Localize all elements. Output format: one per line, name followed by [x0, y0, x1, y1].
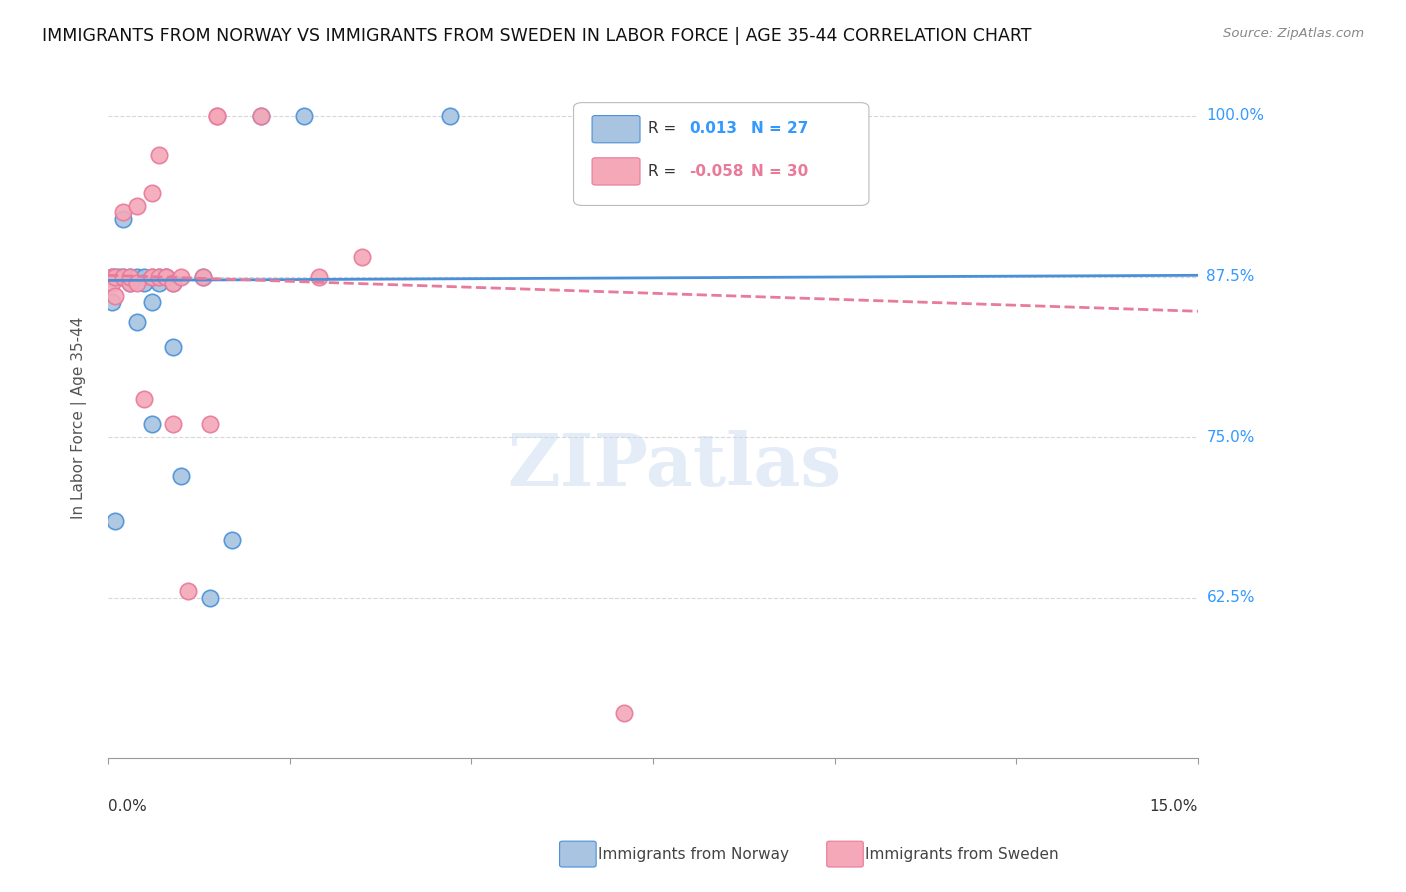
- Point: [100, 295, 122, 310]
- Point: [191, 269, 214, 284]
- Text: 75.0%: 75.0%: [1206, 430, 1254, 445]
- Point: [352, 250, 374, 264]
- Point: [155, 269, 177, 284]
- Point: [111, 269, 134, 284]
- Point: [111, 211, 134, 226]
- Point: [292, 109, 315, 123]
- Point: [108, 269, 131, 284]
- Point: [613, 706, 636, 721]
- Point: [111, 205, 134, 219]
- Text: R =: R =: [648, 121, 686, 136]
- Point: [249, 109, 271, 123]
- Point: [100, 276, 122, 290]
- FancyBboxPatch shape: [574, 103, 869, 205]
- Point: [198, 591, 221, 605]
- Point: [118, 269, 141, 284]
- Point: [127, 199, 149, 213]
- Text: Immigrants from Norway: Immigrants from Norway: [598, 847, 789, 862]
- Point: [249, 109, 271, 123]
- Text: 0.013: 0.013: [689, 121, 737, 136]
- Point: [141, 186, 163, 200]
- Text: -0.058: -0.058: [689, 164, 744, 179]
- Text: R =: R =: [648, 164, 686, 179]
- Point: [170, 468, 193, 483]
- Point: [148, 269, 170, 284]
- Point: [308, 269, 330, 284]
- Point: [118, 276, 141, 290]
- Point: [162, 340, 184, 354]
- Point: [118, 269, 141, 284]
- Point: [177, 584, 200, 599]
- Text: 100.0%: 100.0%: [1206, 109, 1264, 123]
- Text: Source: ZipAtlas.com: Source: ZipAtlas.com: [1223, 27, 1364, 40]
- Text: 15.0%: 15.0%: [1150, 799, 1198, 814]
- Point: [100, 269, 122, 284]
- Point: [141, 269, 163, 284]
- FancyBboxPatch shape: [592, 116, 640, 143]
- Point: [111, 269, 134, 284]
- Point: [134, 392, 156, 406]
- Point: [439, 109, 461, 123]
- Point: [155, 269, 177, 284]
- Point: [104, 289, 127, 303]
- Point: [127, 314, 149, 328]
- Text: N = 30: N = 30: [751, 164, 808, 179]
- Point: [221, 533, 243, 547]
- Point: [118, 276, 141, 290]
- Point: [127, 276, 149, 290]
- Point: [104, 514, 127, 528]
- Point: [104, 269, 127, 284]
- Point: [205, 109, 228, 123]
- Point: [141, 295, 163, 310]
- Point: [170, 269, 193, 284]
- Point: [134, 269, 156, 284]
- Point: [127, 269, 149, 284]
- Point: [148, 269, 170, 284]
- Text: N = 27: N = 27: [751, 121, 808, 136]
- Point: [141, 269, 163, 284]
- Point: [155, 269, 177, 284]
- Point: [148, 276, 170, 290]
- Point: [198, 417, 221, 432]
- Y-axis label: In Labor Force | Age 35-44: In Labor Force | Age 35-44: [72, 317, 87, 519]
- Point: [100, 269, 122, 284]
- Point: [141, 417, 163, 432]
- Text: ZIPatlas: ZIPatlas: [508, 430, 842, 501]
- Text: 87.5%: 87.5%: [1206, 269, 1254, 284]
- Point: [205, 109, 228, 123]
- Text: 0.0%: 0.0%: [108, 799, 146, 814]
- Point: [148, 147, 170, 161]
- Text: 62.5%: 62.5%: [1206, 591, 1256, 606]
- Point: [134, 276, 156, 290]
- Point: [191, 269, 214, 284]
- Point: [162, 276, 184, 290]
- Text: Immigrants from Sweden: Immigrants from Sweden: [865, 847, 1059, 862]
- Point: [162, 276, 184, 290]
- Point: [162, 417, 184, 432]
- Text: IMMIGRANTS FROM NORWAY VS IMMIGRANTS FROM SWEDEN IN LABOR FORCE | AGE 35-44 CORR: IMMIGRANTS FROM NORWAY VS IMMIGRANTS FRO…: [42, 27, 1032, 45]
- FancyBboxPatch shape: [592, 158, 640, 185]
- Point: [104, 269, 127, 284]
